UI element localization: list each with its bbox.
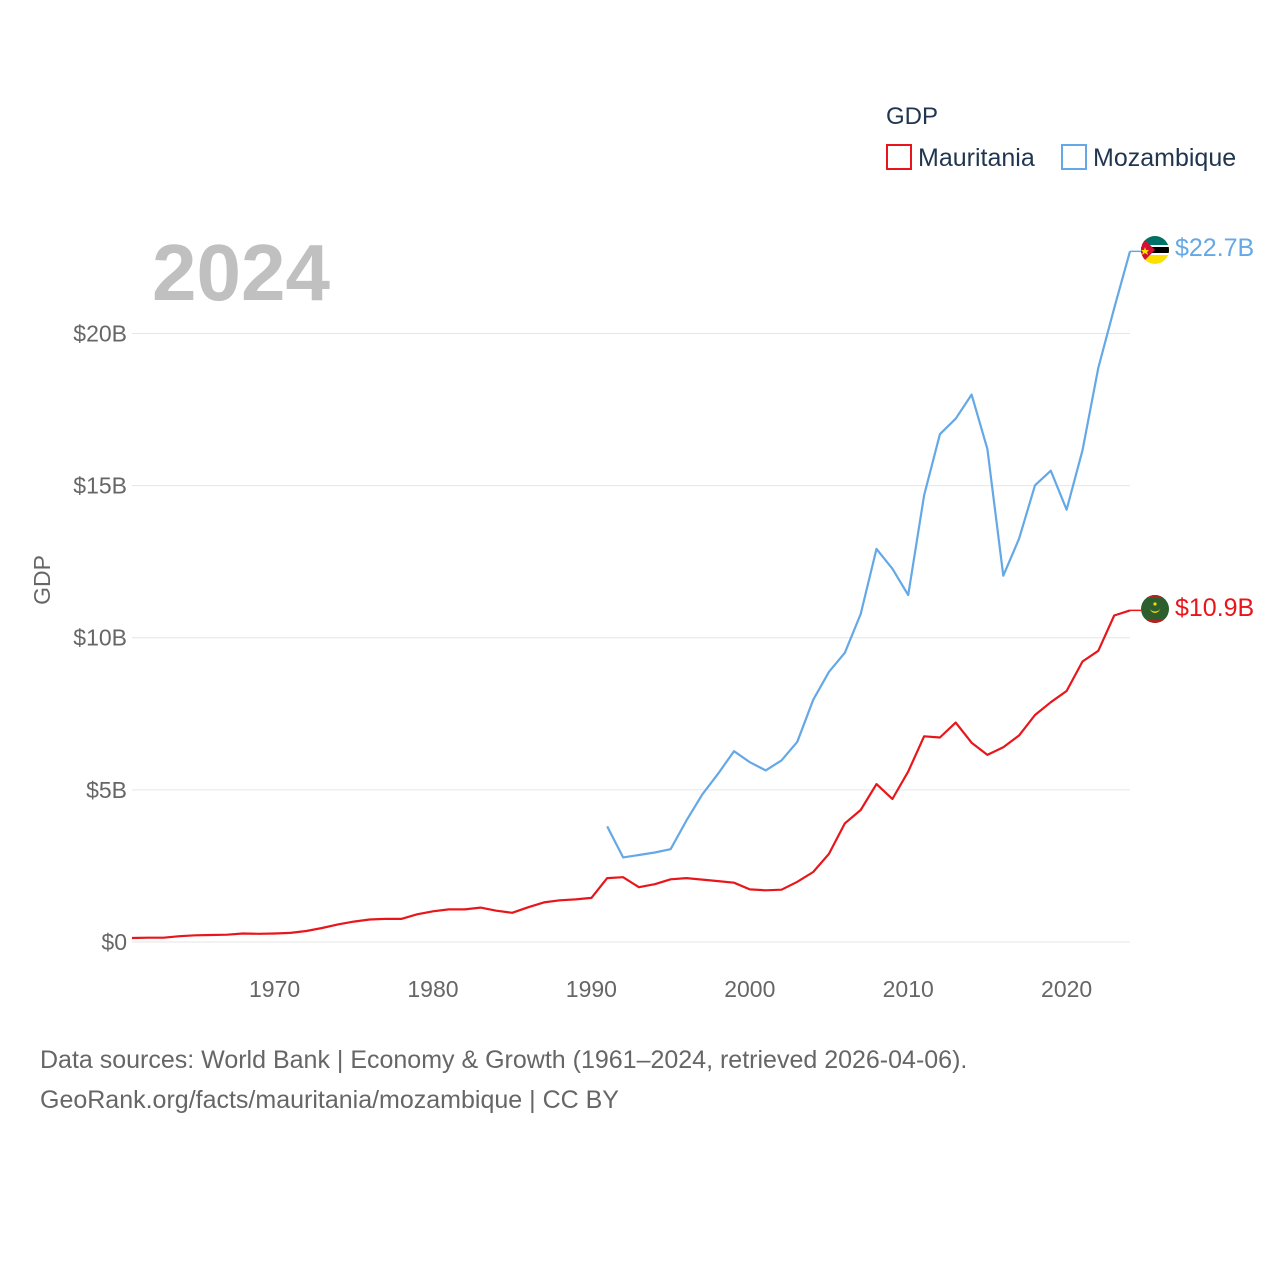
- legend: GDP Mauritania Mozambique: [886, 103, 1236, 172]
- legend-swatch-mauritania[interactable]: [886, 144, 912, 170]
- gridlines: [132, 332, 1130, 943]
- x-tick-label: 2000: [724, 976, 775, 1002]
- y-tick-label: $5B: [86, 777, 127, 803]
- series-lines: [131, 250, 1141, 940]
- legend-title: GDP: [886, 103, 938, 130]
- year-label: 2024: [152, 228, 330, 317]
- y-axis-ticks: $0 $5B $10B $15B $20B: [73, 320, 127, 955]
- end-label-mozambique: $22.7B: [1175, 234, 1254, 262]
- mozambique-flag-icon: [1141, 236, 1169, 264]
- legend-label-mozambique[interactable]: Mozambique: [1093, 144, 1236, 172]
- y-axis-title: GDP: [29, 555, 55, 605]
- source-link[interactable]: GeoRank.org/facts/mauritania/mozambique …: [40, 1086, 619, 1114]
- end-label-mauritania: $10.9B: [1175, 594, 1254, 622]
- x-axis-ticks: 1970 1980 1990 2000 2010 2020: [249, 976, 1092, 1002]
- y-tick-label: $10B: [73, 625, 127, 651]
- mauritania-flag-icon: [1141, 595, 1169, 623]
- footer: Data sources: World Bank | Economy & Gro…: [40, 1040, 967, 1120]
- data-source-note: Data sources: World Bank | Economy & Gro…: [40, 1046, 968, 1074]
- x-tick-label: 1970: [249, 976, 300, 1002]
- gdp-line-chart: $0 $5B $10B $15B $20B 1970 1980 1990 2000 2010 20…: [29, 103, 1254, 1002]
- legend-label-mauritania[interactable]: Mauritania: [918, 144, 1035, 172]
- x-tick-label: 2010: [883, 976, 934, 1002]
- legend-swatch-mozambique[interactable]: [1061, 144, 1087, 170]
- y-tick-label: $15B: [73, 473, 127, 499]
- y-tick-label: $0: [101, 929, 127, 955]
- x-tick-label: 2020: [1041, 976, 1092, 1002]
- series-line-mozambique[interactable]: [606, 251, 1132, 859]
- x-tick-label: 1990: [566, 976, 617, 1002]
- series-line-mauritania[interactable]: [131, 609, 1131, 940]
- y-tick-label: $20B: [73, 320, 127, 346]
- x-tick-label: 1980: [407, 976, 458, 1002]
